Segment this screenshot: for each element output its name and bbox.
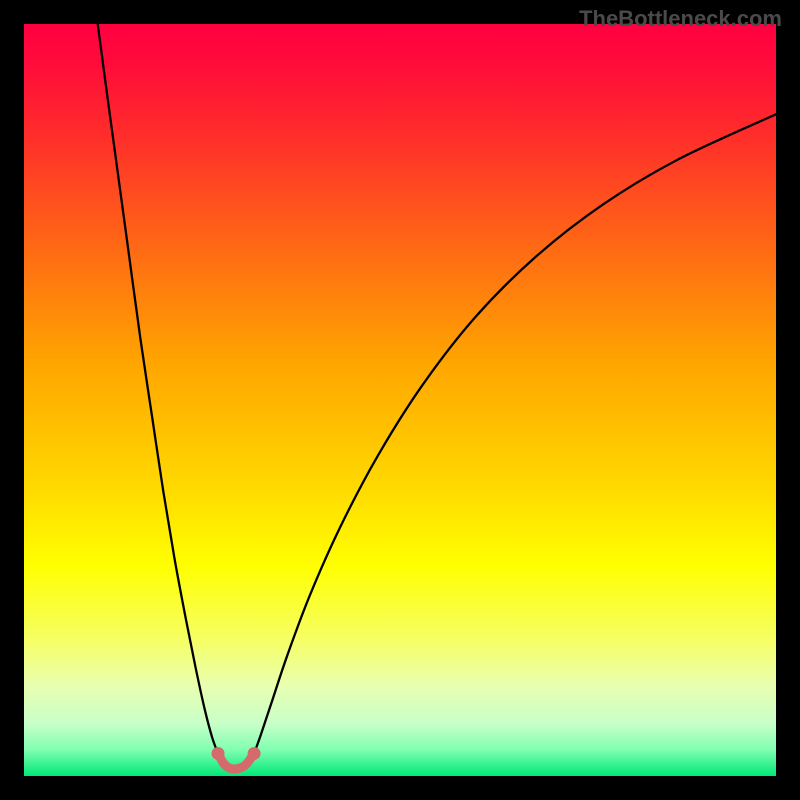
trough-end-dot <box>248 747 261 760</box>
trough-end-dot <box>212 747 225 760</box>
bottleneck-chart <box>24 24 776 776</box>
watermark-text: TheBottleneck.com <box>579 6 782 32</box>
plot-svg <box>24 24 776 776</box>
